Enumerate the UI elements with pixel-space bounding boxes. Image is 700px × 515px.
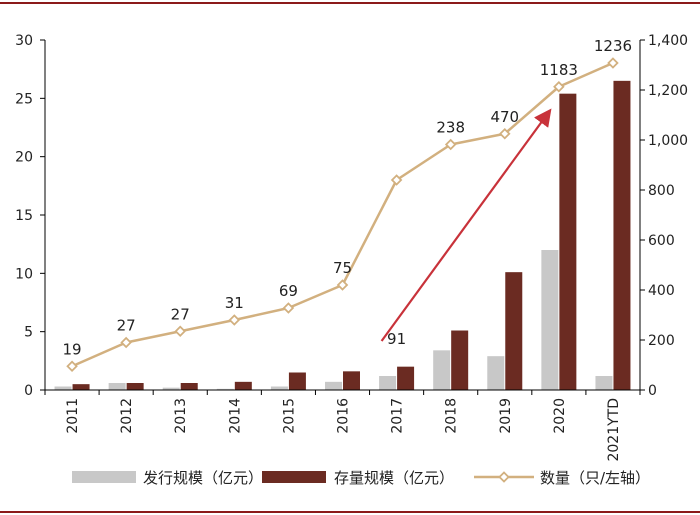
- right-tick-label: 200: [648, 333, 675, 349]
- legend-swatch-outstanding: [262, 471, 326, 483]
- left-tick-label: 25: [15, 91, 33, 107]
- count-marker-2017: [390, 174, 403, 186]
- bar-outstanding-2011: [72, 384, 90, 390]
- data-label-2018: 238: [436, 119, 465, 137]
- data-label-2016: 75: [333, 259, 352, 277]
- bar-outstanding-2013: [180, 383, 198, 390]
- x-category-label: 2014: [227, 398, 243, 434]
- left-tick-label: 15: [15, 208, 33, 224]
- x-category-label: 2019: [498, 398, 514, 434]
- legend-label-outstanding: 存量规模（亿元）: [334, 469, 454, 487]
- legend-label-count: 数量（只/左轴）: [540, 469, 650, 487]
- bar-group: [54, 80, 631, 391]
- data-label-2014: 31: [225, 294, 244, 312]
- x-category-label: 2021YTD: [606, 398, 622, 462]
- data-label-2019: 470: [490, 108, 519, 126]
- right-tick-label: 1,400: [648, 33, 688, 49]
- bar-outstanding-2015: [288, 372, 306, 390]
- x-category-label: 2013: [173, 398, 189, 434]
- data-label-2020: 1183: [540, 61, 578, 79]
- bar-outstanding-2016: [343, 371, 360, 390]
- legend-swatch-issuance: [72, 471, 136, 483]
- bar-outstanding-2018: [451, 330, 469, 390]
- data-label-2017: 91: [387, 330, 406, 348]
- count-line-group: [66, 57, 619, 373]
- bar-issuance-2017: [379, 376, 397, 390]
- x-category-label: 2012: [119, 398, 135, 434]
- bar-issuance-2018: [433, 350, 451, 390]
- count-line: [71, 61, 614, 368]
- bar-outstanding-2019: [505, 272, 523, 390]
- count-marker-2013: [174, 325, 187, 338]
- count-marker-2015: [282, 302, 295, 314]
- count-marker-2014: [228, 314, 241, 326]
- count-marker-2020: [553, 80, 565, 93]
- left-tick-label: 0: [24, 383, 33, 399]
- bar-issuance-2013: [162, 387, 180, 390]
- right-tick-label: 600: [648, 233, 675, 249]
- right-tick-label: 1,000: [648, 133, 688, 149]
- left-tick-label: 10: [15, 266, 33, 282]
- data-label-2015: 69: [279, 282, 298, 300]
- count-marker-2021YTD: [607, 57, 619, 69]
- bar-outstanding-2021YTD: [613, 80, 631, 390]
- count-marker-2012: [120, 336, 132, 349]
- x-category-label: 2011: [65, 398, 81, 434]
- right-tick-label: 400: [648, 283, 675, 299]
- bar-outstanding-2020: [559, 93, 577, 391]
- left-tick-label: 20: [15, 150, 33, 166]
- right-tick-label: 0: [648, 383, 657, 399]
- bar-outstanding-2017: [397, 366, 415, 390]
- x-category-label: 2020: [552, 398, 568, 434]
- legend: 发行规模（亿元） 存量规模（亿元） 数量（只/左轴）: [72, 469, 650, 487]
- x-category-label: 2018: [444, 398, 460, 434]
- data-label-2021YTD: 1236: [594, 37, 632, 55]
- x-category-label: 2016: [336, 398, 352, 434]
- x-category-label: 2017: [390, 398, 406, 434]
- data-label-2011: 19: [62, 340, 81, 358]
- bar-issuance-2019: [487, 356, 505, 390]
- legend-label-issuance: 发行规模（亿元）: [143, 469, 263, 487]
- x-category-label: 2015: [281, 398, 297, 434]
- bar-outstanding-2012: [126, 383, 144, 390]
- trend-arrow: [380, 108, 552, 342]
- count-marker-2016: [336, 279, 349, 291]
- bar-issuance-2012: [108, 383, 126, 390]
- count-marker-2018: [444, 138, 457, 151]
- bar-issuance-2021YTD: [595, 376, 613, 390]
- bar-issuance-2014: [216, 388, 234, 390]
- count-marker-2019: [498, 127, 511, 140]
- trend-arrow-line: [380, 108, 552, 342]
- bar-issuance-2020: [541, 250, 559, 390]
- axes: 0 5 10 15 20 25 30 0 200 400 600 800 1,000 1,200 1,400…: [15, 33, 688, 462]
- legend-swatch-count-marker: [498, 471, 510, 483]
- data-label-group: 19 27 27 31 69 75 91 238 470 1183 1236: [62, 37, 632, 358]
- count-marker-2011: [66, 360, 78, 373]
- left-tick-label: 5: [24, 325, 33, 341]
- left-tick-label: 30: [15, 33, 33, 49]
- bar-issuance-2016: [325, 381, 342, 390]
- right-tick-label: 800: [648, 183, 675, 199]
- bar-outstanding-2014: [234, 381, 252, 390]
- right-tick-label: 1,200: [648, 83, 688, 99]
- bar-issuance-2011: [54, 386, 72, 390]
- bar-issuance-2015: [270, 386, 288, 390]
- data-label-2013: 27: [171, 305, 190, 323]
- data-label-2012: 27: [117, 317, 136, 335]
